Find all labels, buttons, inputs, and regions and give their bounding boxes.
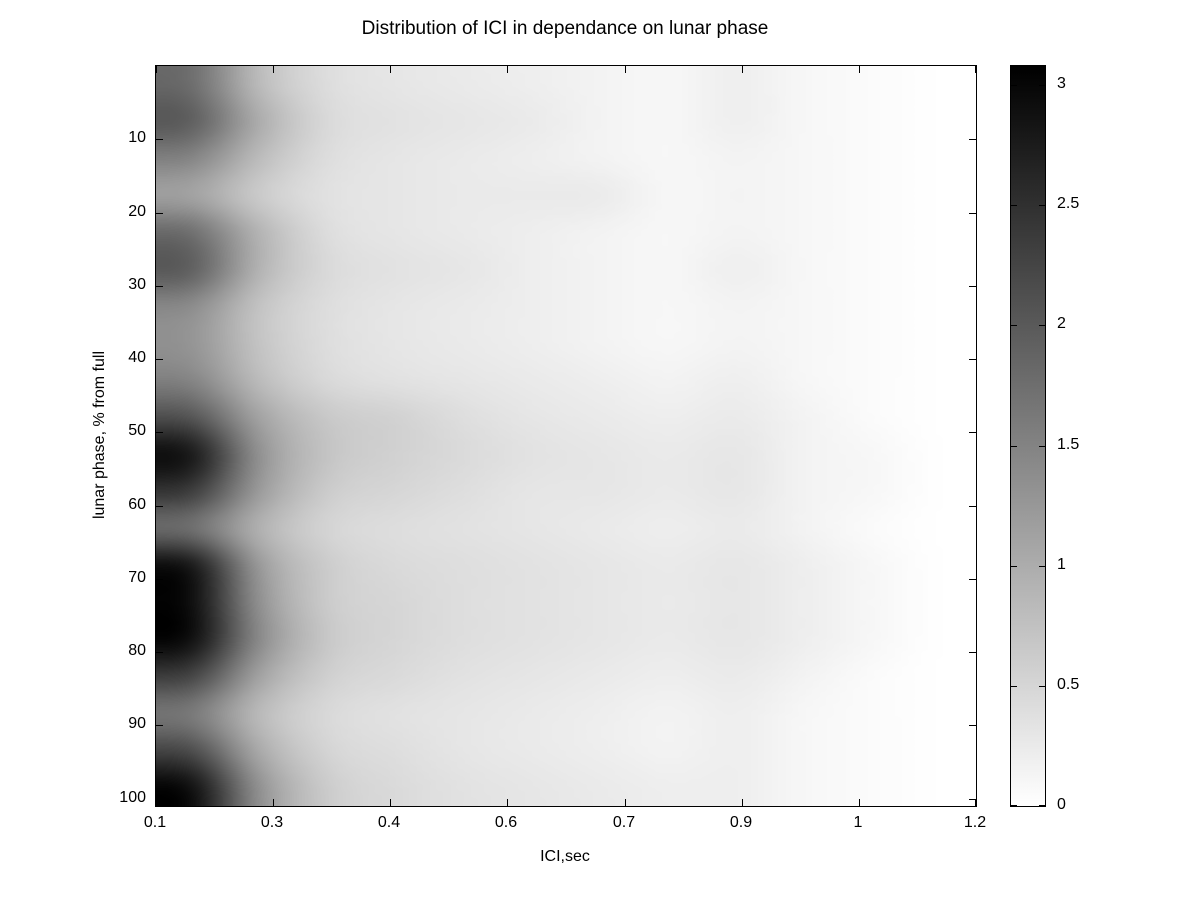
y-tick-mark	[969, 286, 976, 287]
x-tick-mark	[742, 799, 743, 806]
y-tick-mark	[156, 139, 163, 140]
y-tick-mark	[156, 652, 163, 653]
colorbar-tick-mark	[1039, 686, 1045, 687]
x-tick-mark	[625, 66, 626, 73]
x-tick-mark	[273, 799, 274, 806]
y-tick-mark	[156, 725, 163, 726]
x-tick-label: 0.7	[612, 814, 636, 831]
x-tick-label: 1.2	[963, 814, 987, 831]
colorbar-tick-label: 0	[1057, 796, 1066, 813]
colorbar-tick-mark	[1039, 85, 1045, 86]
y-tick-label: 60	[128, 496, 146, 513]
colorbar-tick-mark	[1011, 686, 1017, 687]
colorbar-tick-label: 1.5	[1057, 436, 1080, 453]
colorbar-tick-mark	[1011, 446, 1017, 447]
x-tick-mark	[507, 66, 508, 73]
y-tick-mark	[969, 652, 976, 653]
colorbar-tick-mark	[1011, 566, 1017, 567]
colorbar-tick-mark	[1011, 85, 1017, 86]
colorbar-tick-mark	[1039, 805, 1045, 806]
x-tick-mark	[625, 799, 626, 806]
y-tick-mark	[969, 725, 976, 726]
colorbar-tick-mark	[1039, 325, 1045, 326]
x-tick-mark	[156, 799, 157, 806]
x-tick-label: 0.4	[377, 814, 401, 831]
colorbar-tick-label: 0.5	[1057, 676, 1080, 693]
x-tick-mark	[859, 66, 860, 73]
heatmap-plot	[155, 65, 977, 807]
y-tick-mark	[156, 286, 163, 287]
x-axis-label: ICI,sec	[540, 848, 590, 865]
x-tick-label: 0.6	[494, 814, 518, 831]
x-tick-mark	[859, 799, 860, 806]
y-tick-mark	[969, 432, 976, 433]
y-tick-mark	[156, 799, 163, 800]
x-tick-mark	[390, 66, 391, 73]
y-tick-mark	[156, 213, 163, 214]
chart-title: Distribution of ICI in dependance on lun…	[361, 18, 769, 39]
colorbar	[1010, 65, 1046, 807]
x-tick-mark	[975, 66, 976, 73]
colorbar-tick-mark	[1011, 805, 1017, 806]
x-tick-label: 0.1	[143, 814, 167, 831]
x-tick-label: 0.9	[729, 814, 753, 831]
y-tick-mark	[969, 506, 976, 507]
colorbar-tick-label: 2	[1057, 315, 1066, 332]
y-tick-label: 80	[128, 642, 146, 659]
x-tick-label: 1	[853, 814, 863, 831]
y-tick-mark	[969, 213, 976, 214]
y-tick-label: 10	[128, 129, 146, 146]
colorbar-tick-mark	[1039, 566, 1045, 567]
x-tick-mark	[975, 799, 976, 806]
y-tick-mark	[969, 579, 976, 580]
y-tick-label: 20	[128, 203, 146, 220]
y-tick-label: 30	[128, 276, 146, 293]
y-tick-mark	[156, 506, 163, 507]
x-tick-mark	[273, 66, 274, 73]
y-tick-label: 70	[128, 569, 146, 586]
y-tick-mark	[969, 799, 976, 800]
colorbar-tick-mark	[1039, 205, 1045, 206]
colorbar-tick-label: 3	[1057, 75, 1066, 92]
x-tick-mark	[507, 799, 508, 806]
y-tick-label: 90	[128, 715, 146, 732]
y-tick-mark	[156, 359, 163, 360]
colorbar-tick-mark	[1039, 446, 1045, 447]
colorbar-tick-mark	[1011, 325, 1017, 326]
x-tick-mark	[390, 799, 391, 806]
colorbar-tick-label: 1	[1057, 556, 1066, 573]
y-tick-mark	[156, 579, 163, 580]
y-tick-mark	[969, 359, 976, 360]
y-tick-mark	[969, 139, 976, 140]
y-tick-label: 100	[119, 789, 146, 806]
x-tick-mark	[742, 66, 743, 73]
x-tick-label: 0.3	[260, 814, 284, 831]
x-tick-mark	[156, 66, 157, 73]
colorbar-tick-mark	[1011, 205, 1017, 206]
y-tick-label: 50	[128, 422, 146, 439]
y-tick-label: 40	[128, 349, 146, 366]
y-tick-mark	[156, 432, 163, 433]
colorbar-tick-label: 2.5	[1057, 195, 1080, 212]
heatmap-canvas	[156, 66, 976, 806]
